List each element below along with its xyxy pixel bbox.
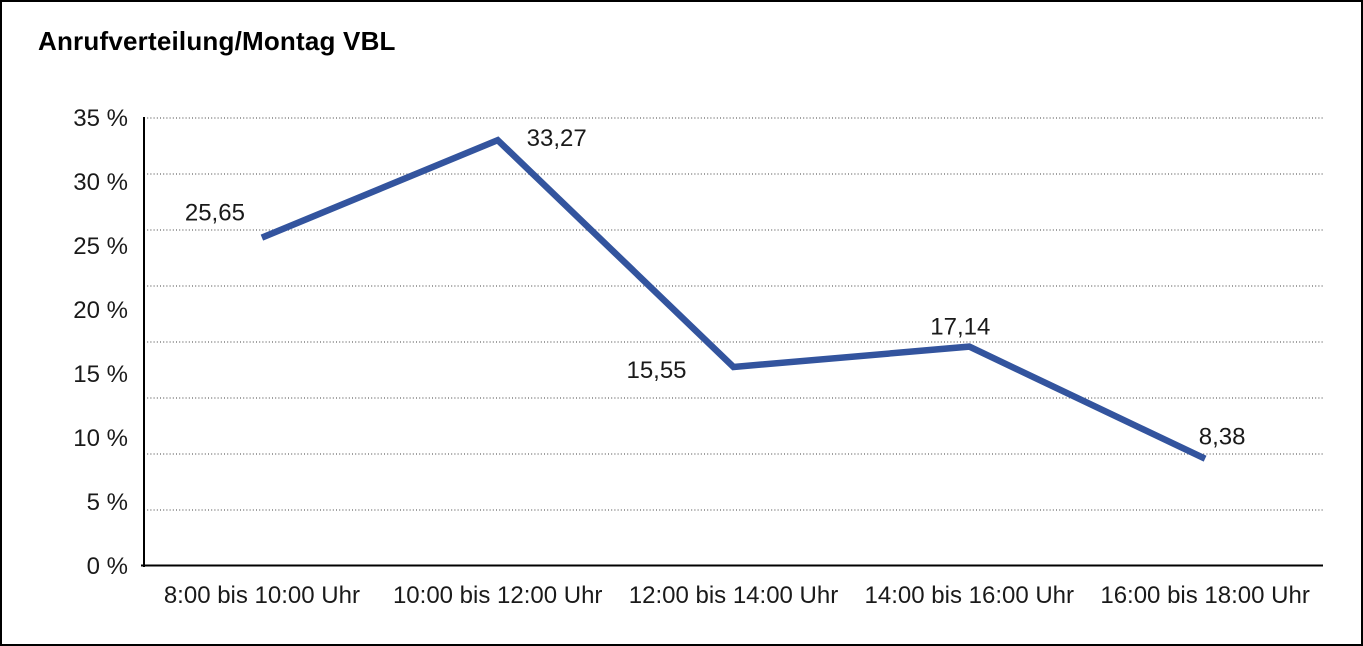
x-axis-category-label: 12:00 bis 14:00 Uhr bbox=[629, 582, 838, 609]
chart-title: Anrufverteilung/Montag VBL bbox=[38, 26, 396, 56]
y-axis-tick-label: 5 % bbox=[87, 489, 128, 516]
data-point-label: 25,65 bbox=[185, 200, 245, 227]
y-axis-tick-label: 0 % bbox=[87, 553, 128, 580]
data-point-label: 8,38 bbox=[1199, 424, 1246, 451]
y-axis-tick-label: 30 % bbox=[73, 169, 128, 196]
chart-line bbox=[260, 136, 1207, 462]
x-axis-category-label: 14:00 bis 16:00 Uhr bbox=[865, 582, 1074, 609]
data-point-label: 17,14 bbox=[930, 314, 990, 341]
x-axis-category-label: 10:00 bis 12:00 Uhr bbox=[393, 582, 602, 609]
y-axis-tick-label: 10 % bbox=[73, 425, 128, 452]
data-point-label: 15,55 bbox=[626, 357, 686, 384]
y-axis-tick-label: 20 % bbox=[73, 297, 128, 324]
x-axis-category-label: 8:00 bis 10:00 Uhr bbox=[164, 582, 360, 609]
y-axis-tick-label: 15 % bbox=[73, 361, 128, 388]
y-axis-tick-label: 35 % bbox=[73, 105, 128, 132]
y-axis-tick-label: 25 % bbox=[73, 233, 128, 260]
x-axis-category-label: 16:00 bis 18:00 Uhr bbox=[1100, 582, 1309, 609]
data-point-label: 33,27 bbox=[527, 125, 587, 152]
